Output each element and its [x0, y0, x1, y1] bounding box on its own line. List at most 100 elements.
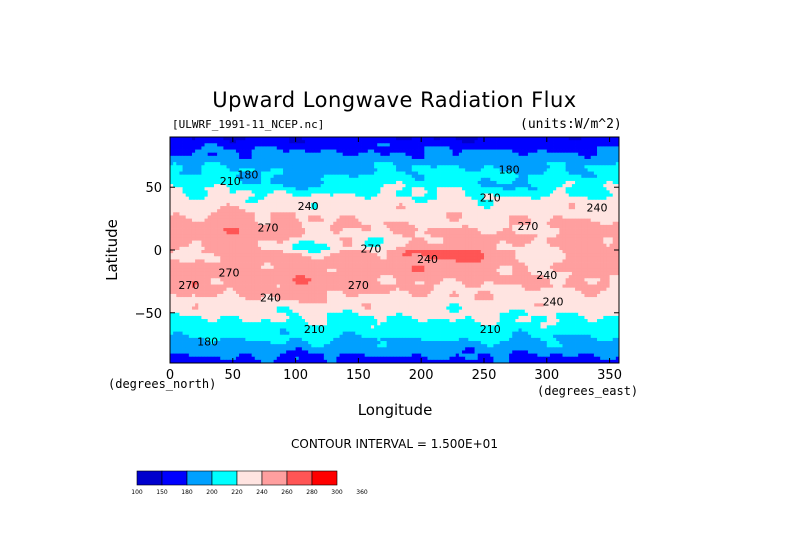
- field-cell: [311, 190, 315, 194]
- field-cell: [367, 237, 372, 241]
- field-cell: [474, 234, 479, 238]
- field-cell: [606, 174, 610, 179]
- field-cell: [471, 162, 475, 166]
- field-cell: [540, 137, 545, 141]
- field-cell: [396, 187, 400, 191]
- field-cell: [308, 224, 312, 229]
- field-cell: [477, 187, 482, 191]
- field-cell: [229, 221, 234, 226]
- field-cell: [440, 209, 444, 213]
- field-cell: [220, 240, 224, 245]
- field-cell: [251, 187, 256, 191]
- field-cell: [465, 162, 469, 166]
- field-cell: [345, 228, 350, 232]
- field-cell: [480, 234, 485, 238]
- field-cell: [380, 202, 384, 207]
- field-cell: [311, 215, 315, 220]
- field-cell: [468, 215, 472, 220]
- field-cell: [509, 212, 513, 216]
- field-cell: [326, 171, 331, 176]
- field-cell: [606, 137, 610, 141]
- field-cell: [509, 228, 513, 232]
- field-cell: [248, 199, 253, 204]
- field-cell: [499, 165, 504, 169]
- field-cell: [370, 237, 375, 241]
- field-cell: [424, 218, 428, 223]
- field-cell: [502, 140, 507, 144]
- field-cell: [276, 231, 281, 235]
- field-cell: [399, 155, 403, 160]
- field-cell: [254, 180, 259, 185]
- field-cell: [414, 240, 419, 245]
- field-cell: [553, 206, 557, 210]
- field-cell: [311, 149, 315, 154]
- field-cell: [242, 231, 246, 235]
- field-cell: [348, 171, 353, 176]
- field-cell: [305, 202, 309, 207]
- field-cell: [609, 221, 614, 226]
- field-cell: [440, 165, 444, 169]
- field-cell: [191, 224, 196, 229]
- field-cell: [468, 231, 472, 235]
- field-cell: [421, 199, 425, 204]
- field-cell: [232, 199, 237, 204]
- field-cell: [436, 174, 441, 179]
- field-cell: [239, 243, 243, 248]
- field-cell: [534, 209, 538, 213]
- field-cell: [392, 155, 397, 160]
- field-cell: [392, 149, 397, 154]
- field-cell: [568, 180, 573, 185]
- field-cell: [276, 162, 281, 166]
- field-cell: [311, 224, 315, 229]
- field-cell: [339, 218, 344, 223]
- field-cell: [399, 180, 403, 185]
- field-cell: [449, 146, 453, 150]
- field-cell: [248, 240, 253, 245]
- field-cell: [480, 243, 485, 248]
- field-cell: [499, 212, 504, 216]
- field-cell: [339, 155, 344, 160]
- field-cell: [483, 243, 488, 248]
- field-cell: [226, 234, 231, 238]
- field-cell: [603, 237, 607, 241]
- field-cell: [549, 193, 554, 198]
- field-cell: [170, 137, 174, 141]
- field-cell: [355, 155, 359, 160]
- field-cell: [173, 206, 177, 210]
- field-cell: [546, 158, 551, 163]
- field-cell: [458, 146, 463, 150]
- field-cell: [427, 171, 432, 176]
- field-cell: [289, 155, 293, 160]
- field-cell: [502, 174, 507, 179]
- field-cell: [330, 152, 334, 157]
- field-cell: [330, 174, 334, 179]
- field-cell: [568, 174, 573, 179]
- field-cell: [245, 146, 249, 150]
- field-cell: [581, 184, 585, 188]
- field-cell: [370, 174, 375, 179]
- field-cell: [251, 193, 256, 198]
- field-cell: [581, 177, 585, 182]
- field-cell: [612, 177, 617, 182]
- field-cell: [609, 180, 614, 185]
- field-cell: [182, 149, 187, 154]
- field-cell: [609, 224, 614, 229]
- field-cell: [515, 143, 519, 147]
- field-cell: [229, 171, 234, 176]
- field-cell: [474, 212, 479, 216]
- field-cell: [515, 237, 519, 241]
- field-cell: [597, 212, 601, 216]
- field-cell: [270, 199, 275, 204]
- field-cell: [339, 143, 344, 147]
- field-cell: [418, 158, 422, 163]
- field-cell: [553, 240, 557, 245]
- field-cell: [531, 221, 535, 226]
- field-cell: [210, 243, 215, 248]
- field-cell: [411, 137, 416, 141]
- field-cell: [179, 212, 183, 216]
- field-cell: [540, 152, 545, 157]
- field-cell: [571, 234, 576, 238]
- field-cell: [578, 168, 582, 172]
- field-cell: [593, 231, 598, 235]
- field-cell: [568, 158, 573, 163]
